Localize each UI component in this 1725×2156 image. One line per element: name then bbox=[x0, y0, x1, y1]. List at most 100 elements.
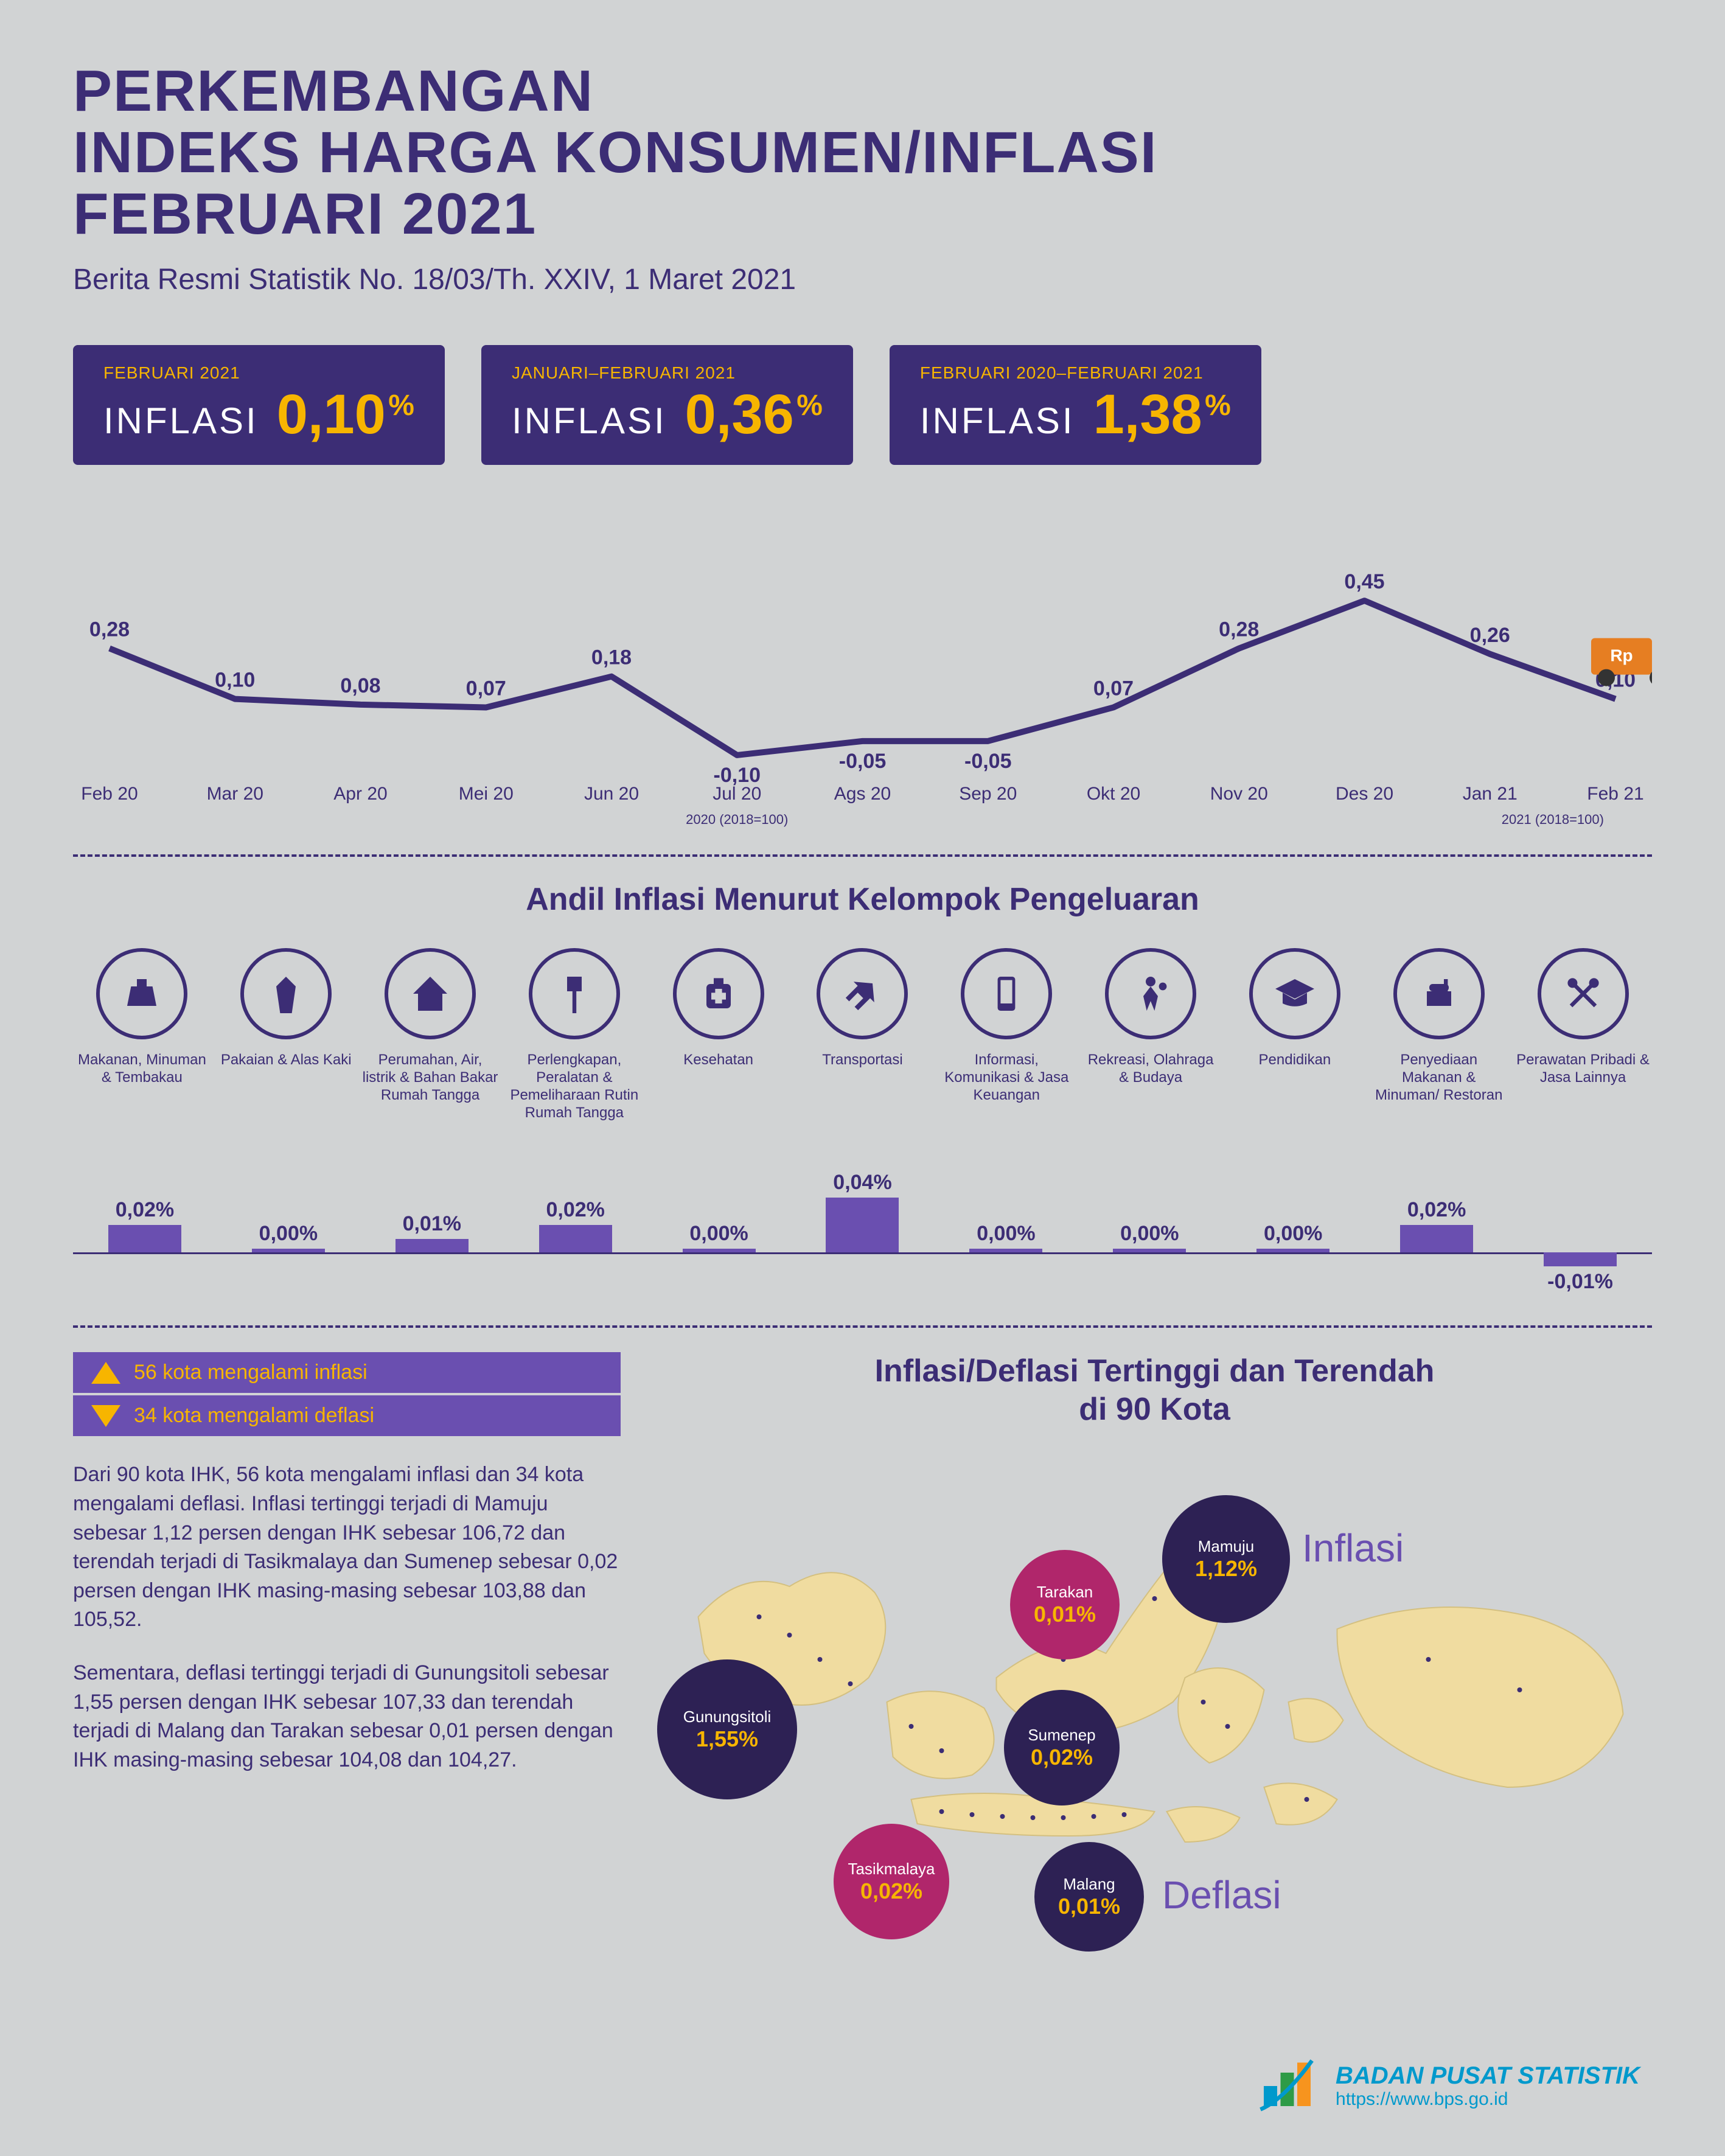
city-value: 0,02% bbox=[860, 1879, 922, 1904]
svg-text:Jul 20: Jul 20 bbox=[713, 784, 761, 804]
category-item: Pakaian & Alas Kaki bbox=[217, 948, 355, 1143]
city-name: Tarakan bbox=[1037, 1583, 1093, 1602]
category-label: Rekreasi, Olahraga & Budaya bbox=[1082, 1052, 1220, 1143]
text-column: 56 kota mengalami inflasi 34 kota mengal… bbox=[73, 1352, 621, 1994]
phone-icon bbox=[961, 948, 1052, 1039]
stat-boxes: FEBRUARI 2021 INFLASI 0,10 % JANUARI–FEB… bbox=[73, 345, 1652, 465]
category-bar-col: 0,00% bbox=[1221, 1167, 1365, 1289]
clothing-icon bbox=[240, 948, 332, 1039]
svg-text:Jun 20: Jun 20 bbox=[584, 784, 639, 804]
recreation-icon bbox=[1105, 948, 1196, 1039]
body-paragraph-1: Dari 90 kota IHK, 56 kota mengalami infl… bbox=[73, 1460, 621, 1634]
category-bar bbox=[1113, 1249, 1186, 1252]
category-bar bbox=[1400, 1225, 1473, 1252]
footer-url: https://www.bps.go.id bbox=[1336, 2089, 1640, 2110]
stat-pct: % bbox=[1205, 389, 1231, 422]
category-item: Kesehatan bbox=[649, 948, 787, 1143]
svg-text:0,07: 0,07 bbox=[466, 677, 506, 700]
category-label: Informasi, Komunikasi & Jasa Keuangan bbox=[938, 1052, 1076, 1143]
category-item: Perumahan, Air, listrik & Bahan Bakar Ru… bbox=[361, 948, 500, 1143]
city-value: 0,02% bbox=[1031, 1745, 1093, 1770]
stat-box-2: JANUARI–FEBRUARI 2021 INFLASI 0,36 % bbox=[481, 345, 853, 465]
category-label: Penyediaan Makanan & Minuman/ Restoran bbox=[1370, 1052, 1508, 1143]
map-column: Inflasi/Deflasi Tertinggi dan Terendah d… bbox=[657, 1352, 1652, 1994]
subtitle: Berita Resmi Statistik No. 18/03/Th. XXI… bbox=[73, 263, 1652, 296]
category-bar-col: 0,00% bbox=[934, 1167, 1078, 1289]
svg-text:Ags 20: Ags 20 bbox=[834, 784, 891, 804]
line-chart-svg: 0,280,100,080,070,18-0,10-0,05-0,050,070… bbox=[73, 550, 1652, 842]
category-bar-value: 0,02% bbox=[116, 1198, 174, 1222]
category-label: Pakaian & Alas Kaki bbox=[221, 1052, 352, 1143]
city-value: 0,01% bbox=[1034, 1602, 1096, 1627]
svg-text:Okt 20: Okt 20 bbox=[1087, 784, 1140, 804]
transport-icon bbox=[817, 948, 908, 1039]
indonesia-map-icon bbox=[657, 1446, 1652, 1994]
map-title-l2: di 90 Kota bbox=[1079, 1392, 1230, 1427]
svg-text:Des 20: Des 20 bbox=[1336, 784, 1393, 804]
svg-text:Apr 20: Apr 20 bbox=[333, 784, 387, 804]
svg-text:0,45: 0,45 bbox=[1344, 570, 1384, 593]
category-label: Transportasi bbox=[822, 1052, 903, 1143]
category-bar-value: -0,01% bbox=[1547, 1270, 1613, 1294]
category-bar-value: 0,00% bbox=[1264, 1222, 1322, 1246]
stat-pct: % bbox=[388, 389, 414, 422]
svg-text:0,07: 0,07 bbox=[1093, 677, 1134, 700]
map-label-deflasi: Deflasi bbox=[1162, 1872, 1281, 1917]
category-bar-value: 0,00% bbox=[1120, 1222, 1179, 1246]
city-value: 0,01% bbox=[1058, 1894, 1120, 1919]
category-label: Kesehatan bbox=[683, 1052, 753, 1143]
stat-value: 1,38 bbox=[1093, 383, 1202, 445]
category-bar bbox=[1544, 1252, 1617, 1266]
category-item: Perawatan Pribadi & Jasa Lainnya bbox=[1514, 948, 1652, 1143]
category-bar bbox=[108, 1225, 181, 1252]
city-bubble: Gunungsitoli1,55% bbox=[657, 1659, 797, 1799]
equipment-icon bbox=[529, 948, 620, 1039]
city-bubble: Sumenep0,02% bbox=[1004, 1690, 1120, 1805]
stat-value: 0,36 bbox=[685, 383, 794, 445]
restaurant-icon bbox=[1393, 948, 1485, 1039]
city-bubble: Mamuju1,12% bbox=[1162, 1495, 1290, 1623]
category-item: Penyediaan Makanan & Minuman/ Restoran bbox=[1370, 948, 1508, 1143]
legend-inflation: 56 kota mengalami inflasi bbox=[73, 1352, 621, 1393]
svg-text:0,08: 0,08 bbox=[340, 674, 380, 697]
category-bar bbox=[826, 1198, 899, 1252]
category-item: Perlengkapan, Peralatan & Pemeliharaan R… bbox=[505, 948, 643, 1143]
bottom-section: 56 kota mengalami inflasi 34 kota mengal… bbox=[73, 1352, 1652, 1994]
stat-label: INFLASI bbox=[512, 400, 667, 442]
category-bar-value: 0,00% bbox=[259, 1222, 318, 1246]
svg-text:0,28: 0,28 bbox=[1219, 618, 1259, 641]
stat-value: 0,10 bbox=[277, 383, 386, 445]
category-bar-col: 0,02% bbox=[1365, 1167, 1508, 1289]
category-item: Pendidikan bbox=[1226, 948, 1364, 1143]
title-line-2: INDEKS HARGA KONSUMEN/INFLASI bbox=[73, 122, 1652, 184]
map-area: Mamuju1,12%Tarakan0,01%Gunungsitoli1,55%… bbox=[657, 1446, 1652, 1994]
category-item: Informasi, Komunikasi & Jasa Keuangan bbox=[938, 948, 1076, 1143]
category-label: Perawatan Pribadi & Jasa Lainnya bbox=[1514, 1052, 1652, 1143]
map-title-l1: Inflasi/Deflasi Tertinggi dan Terendah bbox=[875, 1353, 1435, 1389]
category-item: Transportasi bbox=[793, 948, 932, 1143]
map-label-inflasi: Inflasi bbox=[1302, 1526, 1404, 1571]
svg-text:Rp: Rp bbox=[1610, 646, 1633, 665]
svg-text:Jan 21: Jan 21 bbox=[1463, 784, 1518, 804]
city-name: Mamuju bbox=[1198, 1537, 1254, 1556]
category-bar-col: 0,00% bbox=[1078, 1167, 1221, 1289]
title-line-1: PERKEMBANGAN bbox=[73, 61, 1652, 122]
category-bar-value: 0,01% bbox=[403, 1212, 461, 1236]
health-icon bbox=[673, 948, 764, 1039]
svg-text:-0,05: -0,05 bbox=[839, 750, 887, 773]
food-icon bbox=[96, 948, 187, 1039]
svg-text:Mei 20: Mei 20 bbox=[459, 784, 514, 804]
education-icon bbox=[1249, 948, 1340, 1039]
city-value: 1,12% bbox=[1195, 1556, 1257, 1582]
category-bar bbox=[969, 1249, 1042, 1252]
category-icons-row: Makanan, Minuman & TembakauPakaian & Ala… bbox=[73, 948, 1652, 1143]
city-value: 1,55% bbox=[696, 1726, 758, 1752]
category-bar-col: 0,01% bbox=[360, 1167, 504, 1289]
category-item: Makanan, Minuman & Tembakau bbox=[73, 948, 211, 1143]
svg-text:2021 (2018=100): 2021 (2018=100) bbox=[1502, 812, 1604, 827]
category-bar bbox=[683, 1249, 756, 1252]
footer: BADAN PUSAT STATISTIK https://www.bps.go… bbox=[1250, 2053, 1640, 2119]
city-name: Malang bbox=[1063, 1875, 1115, 1894]
city-name: Gunungsitoli bbox=[683, 1708, 772, 1726]
city-bubble: Tarakan0,01% bbox=[1010, 1550, 1120, 1659]
